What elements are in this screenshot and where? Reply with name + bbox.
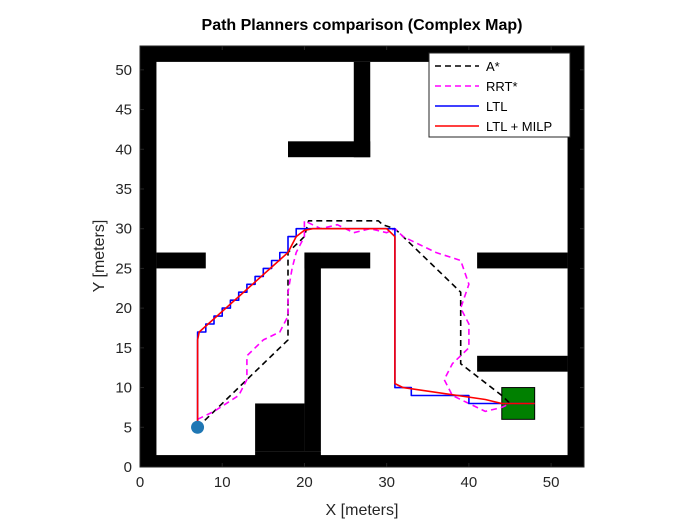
obstacle-wall (567, 46, 584, 467)
legend-box (428, 52, 571, 138)
y-tick-label: 30 (115, 221, 132, 238)
legend-label-ltl: LTL (486, 99, 507, 114)
series-line-a (197, 220, 511, 428)
legend-label-rrt: RRT* (486, 79, 518, 94)
y-tick-label: 10 (115, 380, 132, 397)
x-tick-label: 50 (543, 474, 560, 491)
y-tick-label: 45 (115, 102, 132, 119)
legend-label-a: A* (486, 59, 500, 74)
obstacle-wall (156, 252, 206, 269)
start-marker (191, 420, 205, 434)
obstacles-layer (140, 46, 584, 467)
series-line-ltl-milp (196, 227, 535, 424)
y-tick-label: 5 (124, 419, 132, 436)
obstacle-wall (304, 252, 321, 452)
series-line-rrt (197, 220, 511, 421)
y-tick-label: 35 (115, 181, 132, 198)
x-tick-label: 30 (378, 474, 395, 491)
x-tick-label: 0 (136, 474, 144, 491)
obstacle-wall (477, 355, 568, 372)
x-axis-label: X [meters] (326, 502, 399, 519)
series-line-ltl (196, 227, 535, 428)
y-axis-label: Y [meters] (91, 220, 108, 293)
x-tick-label: 10 (214, 474, 231, 491)
y-tick-label: 40 (115, 141, 132, 158)
y-axis-ticks: 0 5 10 15 20 25 30 35 40 45 50 (115, 62, 584, 476)
obstacle-wall (140, 455, 584, 467)
y-tick-label: 0 (124, 459, 132, 476)
x-axis-ticks: 0 10 20 30 40 50 (136, 46, 560, 491)
x-tick-label: 20 (296, 474, 313, 491)
obstacle-wall (255, 451, 321, 467)
chart-title: Path Planners comparison (Complex Map) (202, 17, 523, 34)
y-tick-label: 25 (115, 260, 132, 277)
series-layer (196, 220, 535, 428)
legend-label-ltl-milp: LTL + MILP (486, 119, 552, 134)
obstacle-wall (140, 46, 157, 467)
y-tick-label: 20 (115, 300, 132, 317)
obstacle-wall (255, 403, 305, 452)
obstacle-wall (353, 61, 371, 158)
x-tick-label: 40 (461, 474, 478, 491)
y-tick-label: 15 (115, 340, 132, 357)
plot-area-border (139, 45, 585, 468)
obstacle-wall (477, 252, 568, 269)
legend: A* RRT* LTL LTL + MILP (428, 52, 571, 138)
obstacle-wall (288, 141, 371, 158)
y-tick-label: 50 (115, 62, 132, 79)
obstacle-wall (304, 252, 371, 269)
start-layer (191, 420, 205, 434)
